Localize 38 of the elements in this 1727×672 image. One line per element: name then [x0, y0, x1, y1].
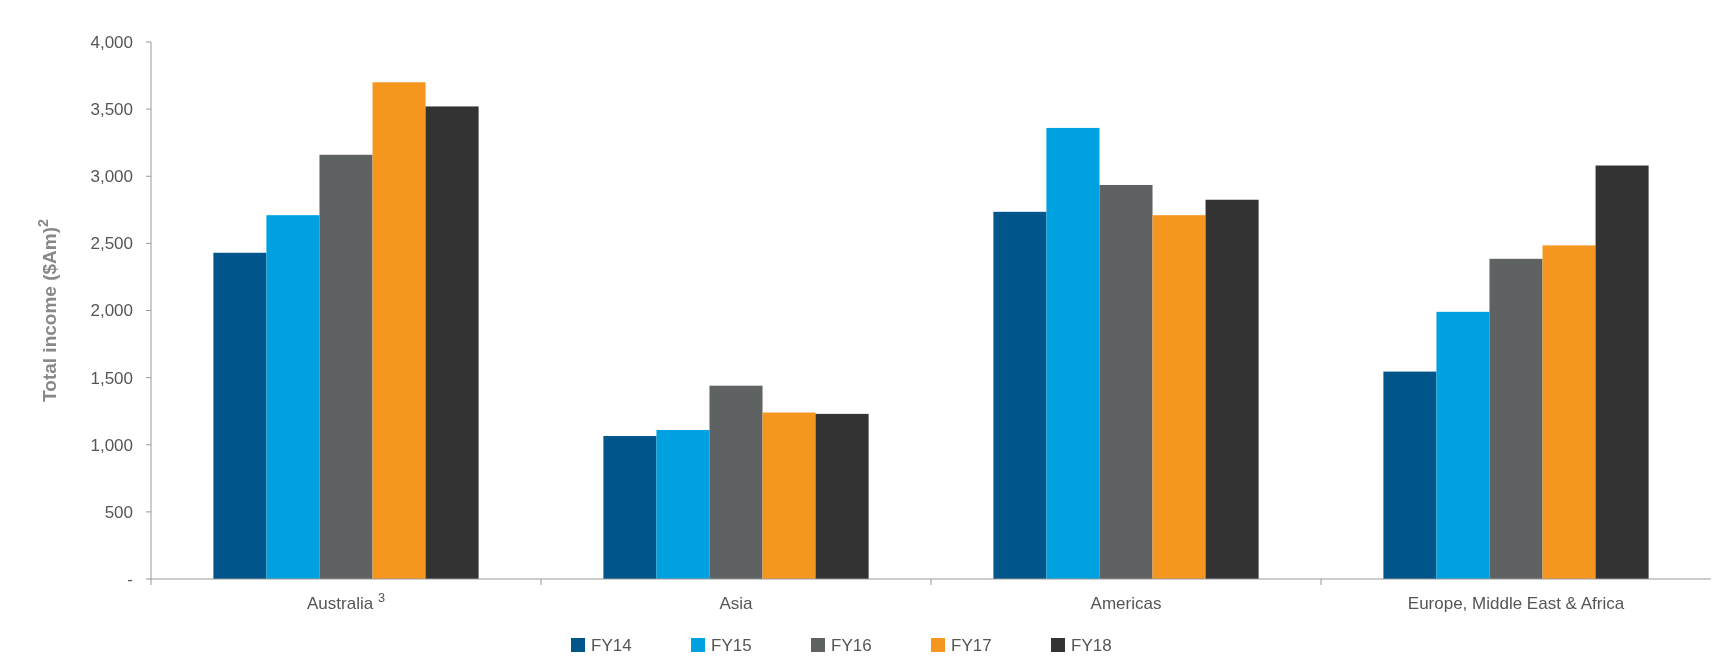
y-tick-label: 1,000 — [90, 435, 133, 455]
bar — [815, 413, 869, 579]
legend-label: FY17 — [951, 636, 992, 655]
bar — [762, 412, 816, 579]
y-tick-label: 2,500 — [90, 234, 133, 254]
y-tick-label: 3,000 — [90, 167, 133, 187]
bar — [1436, 311, 1490, 579]
bar — [266, 215, 320, 579]
legend-label: FY14 — [591, 636, 632, 655]
bar — [1099, 184, 1153, 579]
bar — [1542, 245, 1596, 579]
legend-label: FY15 — [711, 636, 752, 655]
bar — [1046, 127, 1100, 579]
x-tick-label: Americas — [1090, 594, 1162, 613]
y-tick-label: 500 — [104, 502, 133, 522]
legend-label: FY16 — [831, 636, 872, 655]
y-tick-label: 2,000 — [90, 301, 133, 321]
bar — [319, 154, 373, 579]
bar — [1205, 199, 1259, 579]
x-tick-label: Asia — [719, 594, 754, 613]
bar — [213, 252, 267, 579]
bar — [1383, 371, 1437, 579]
x-tick-label: Europe, Middle East & Africa — [1407, 594, 1625, 613]
bar — [1489, 258, 1543, 579]
legend-label: FY18 — [1071, 636, 1112, 655]
bar — [1595, 165, 1649, 579]
y-tick-label: - — [127, 569, 133, 589]
bar — [1152, 215, 1206, 579]
y-tick-label: 1,500 — [90, 368, 133, 388]
bar — [709, 385, 763, 579]
bar — [993, 211, 1047, 579]
bar — [656, 429, 710, 579]
bar — [372, 82, 426, 579]
y-tick-label: 3,500 — [90, 100, 133, 120]
bar — [425, 106, 479, 579]
x-tick-label: Australia $^{3}$ — [307, 589, 385, 613]
bar — [603, 436, 657, 579]
y-tick-label: 4,000 — [90, 32, 133, 52]
